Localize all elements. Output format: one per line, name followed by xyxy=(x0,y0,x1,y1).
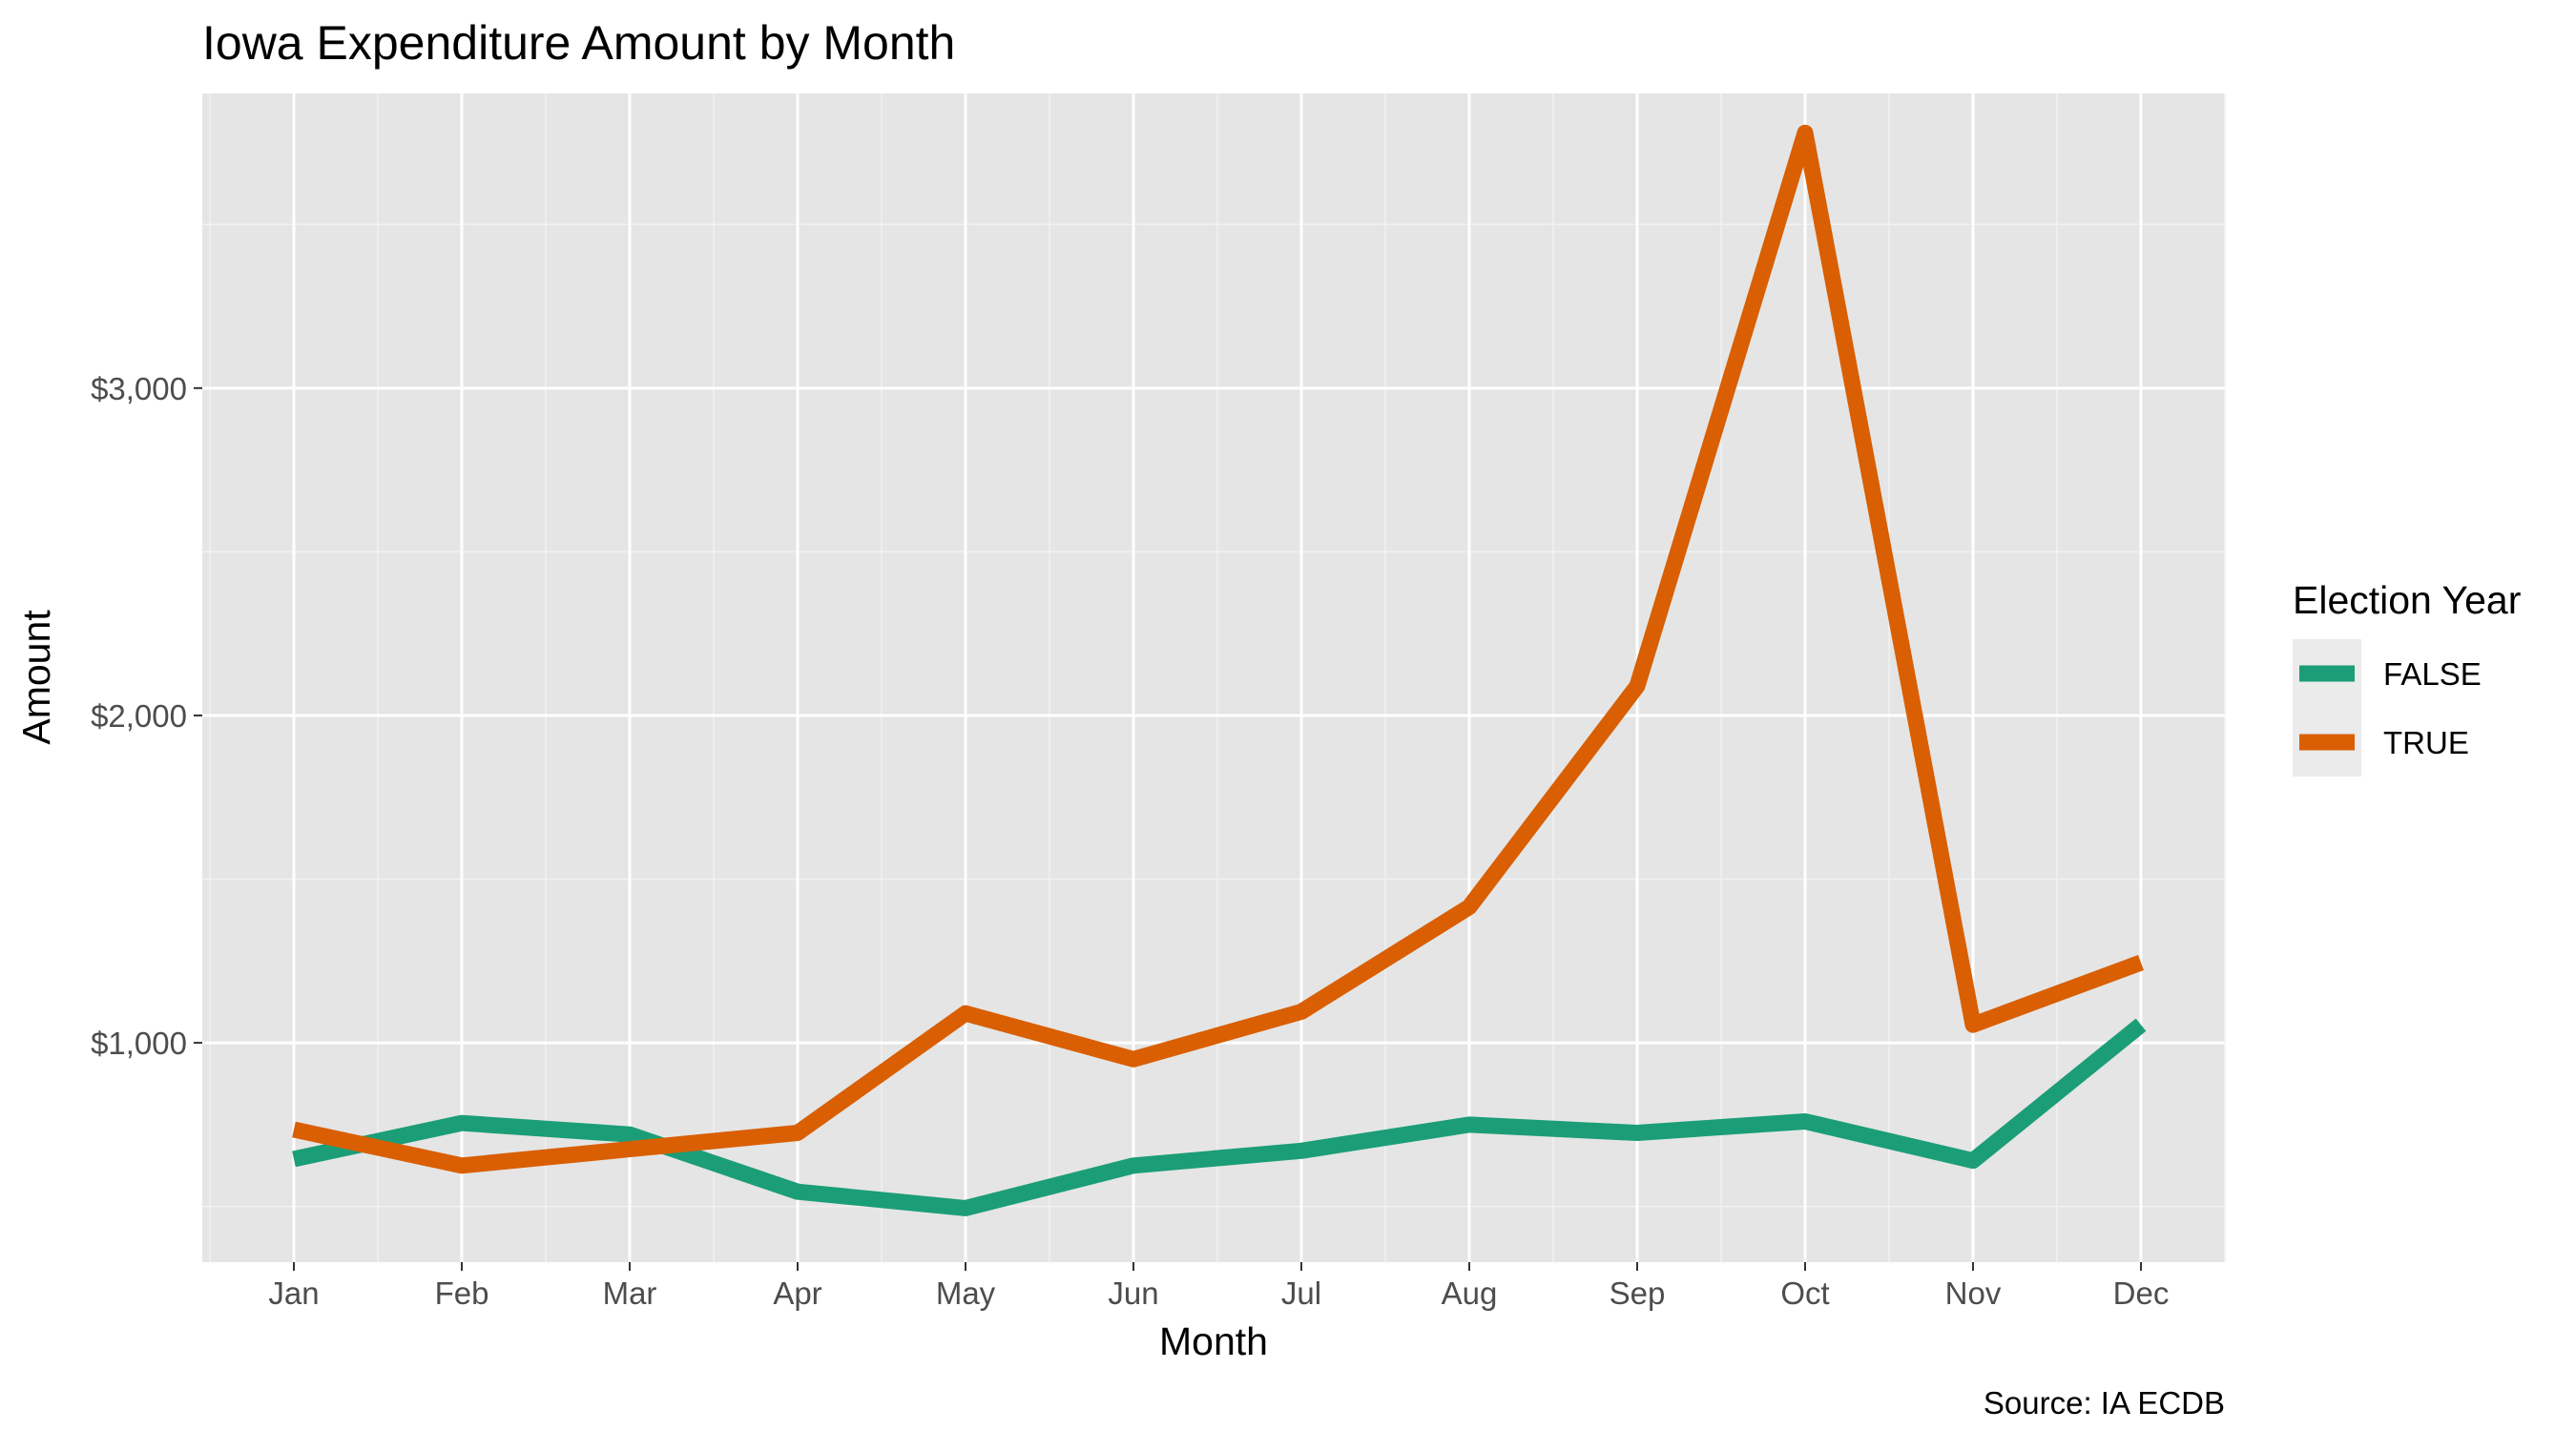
series-lines xyxy=(292,124,2147,1216)
source-caption: Source: IA ECDB xyxy=(1984,1385,2225,1421)
x-tick-label: Jun xyxy=(1108,1275,1158,1311)
series-line-false xyxy=(292,1018,2147,1216)
x-tick-label: Dec xyxy=(2113,1275,2170,1311)
x-tick-label: Jul xyxy=(1281,1275,1321,1311)
x-tick-label: Jan xyxy=(268,1275,319,1311)
plot-panel xyxy=(202,93,2225,1262)
legend: Election Year FALSE TRUE xyxy=(2293,578,2521,777)
x-tick-label: Feb xyxy=(435,1275,489,1311)
chart-title: Iowa Expenditure Amount by Month xyxy=(202,16,955,70)
x-tick-label: Oct xyxy=(1780,1275,1829,1311)
x-tick-label: Mar xyxy=(603,1275,657,1311)
series-line-true xyxy=(292,124,2144,1174)
grid-minor xyxy=(202,93,2226,1262)
legend-label-true: TRUE xyxy=(2383,725,2469,760)
x-axis-title: Month xyxy=(1159,1319,1268,1363)
x-tick-label: May xyxy=(936,1275,996,1311)
x-tick-label: Aug xyxy=(1442,1275,1498,1311)
x-tick-label: Sep xyxy=(1610,1275,1666,1311)
y-axis-title: Amount xyxy=(14,610,58,745)
legend-title: Election Year xyxy=(2293,578,2521,622)
x-tick-label: Nov xyxy=(1945,1275,2002,1311)
y-tick-label: $3,000 xyxy=(91,371,187,406)
legend-items: FALSE TRUE xyxy=(2293,639,2482,777)
y-tick-label: $1,000 xyxy=(91,1026,187,1061)
x-tick-label: Apr xyxy=(773,1275,821,1311)
y-axis: $1,000 $2,000 $3,000 xyxy=(91,371,202,1061)
x-axis: Jan Feb Mar Apr May Jun Jul Aug Sep Oct Nov Dec xyxy=(268,1262,2169,1311)
legend-label-false: FALSE xyxy=(2383,656,2482,692)
y-tick-label: $2,000 xyxy=(91,698,187,734)
